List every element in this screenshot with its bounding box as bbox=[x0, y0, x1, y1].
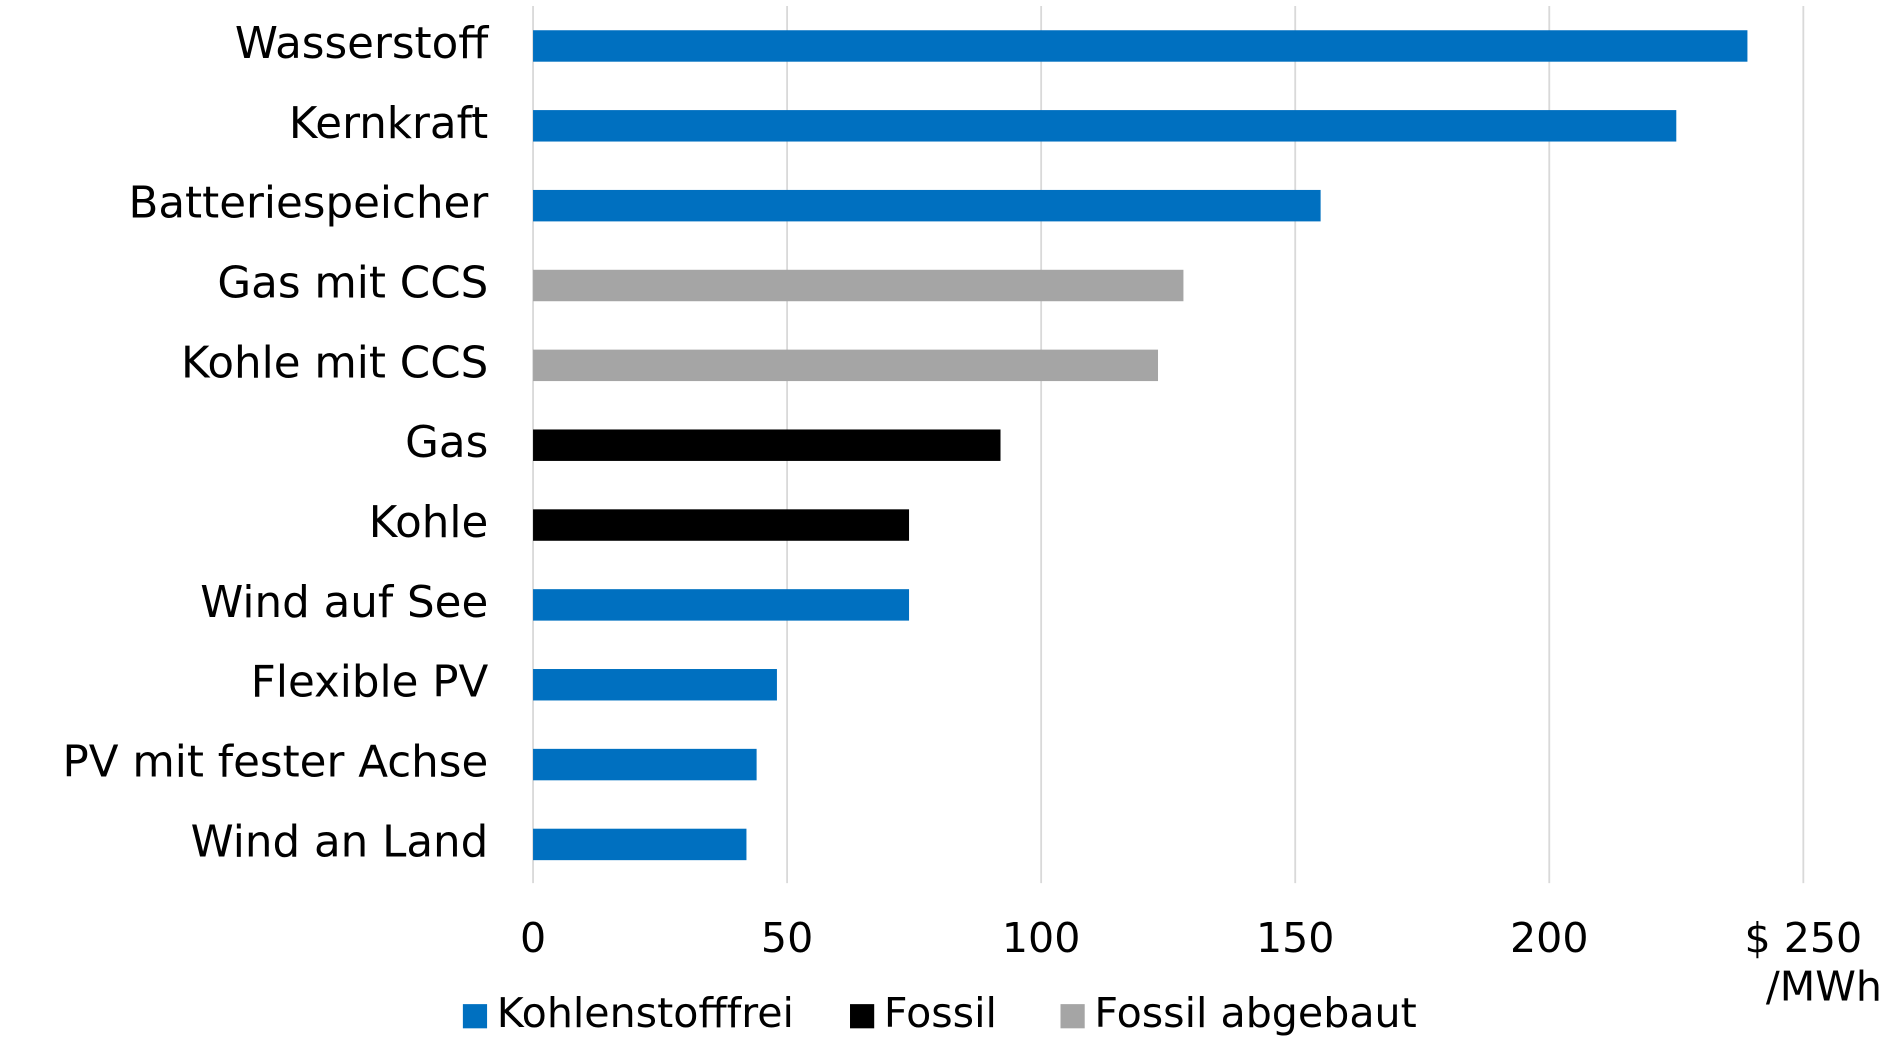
legend-swatch bbox=[1060, 1004, 1085, 1029]
x-tick-label: 50 bbox=[761, 914, 813, 962]
legend-label: Kohlenstofffrei bbox=[497, 989, 794, 1037]
x-axis-unit: /MWh bbox=[1766, 963, 1882, 1011]
y-tick-label: Kernkraft bbox=[289, 99, 488, 149]
x-tick-label: 150 bbox=[1256, 914, 1335, 962]
y-tick-label: Flexible PV bbox=[251, 658, 489, 708]
bar bbox=[533, 748, 757, 781]
y-tick-label: Wind auf See bbox=[200, 578, 488, 628]
bar bbox=[533, 349, 1159, 382]
bar bbox=[533, 189, 1321, 222]
bar bbox=[533, 509, 910, 541]
bar bbox=[533, 589, 910, 621]
y-tick-label: PV mit fester Achse bbox=[62, 738, 488, 788]
y-tick-label: Kohle bbox=[369, 498, 489, 548]
y-tick-label: Gas bbox=[405, 418, 488, 468]
y-tick-label: Gas mit CCS bbox=[217, 259, 488, 309]
bar bbox=[533, 110, 1677, 142]
x-tick-label: 200 bbox=[1510, 914, 1589, 962]
y-tick-label: Wind an Land bbox=[191, 817, 489, 867]
bar bbox=[533, 669, 777, 701]
x-tick-label: 100 bbox=[1002, 914, 1081, 962]
legend-swatch bbox=[462, 1004, 488, 1029]
bar bbox=[533, 269, 1184, 302]
legend-swatch bbox=[850, 1004, 875, 1029]
bar bbox=[533, 30, 1748, 62]
y-tick-label: Kohle mit CCS bbox=[181, 338, 488, 388]
bar bbox=[533, 828, 747, 861]
bar bbox=[533, 429, 1001, 461]
y-tick-label: Batteriespeicher bbox=[129, 179, 489, 229]
x-tick-label: 0 bbox=[520, 914, 546, 962]
legend-label: Fossil bbox=[884, 989, 997, 1037]
y-tick-label: Wasserstoff bbox=[235, 19, 489, 69]
x-tick-label: $ 250 bbox=[1744, 914, 1862, 962]
legend-label: Fossil abgebaut bbox=[1094, 989, 1416, 1037]
